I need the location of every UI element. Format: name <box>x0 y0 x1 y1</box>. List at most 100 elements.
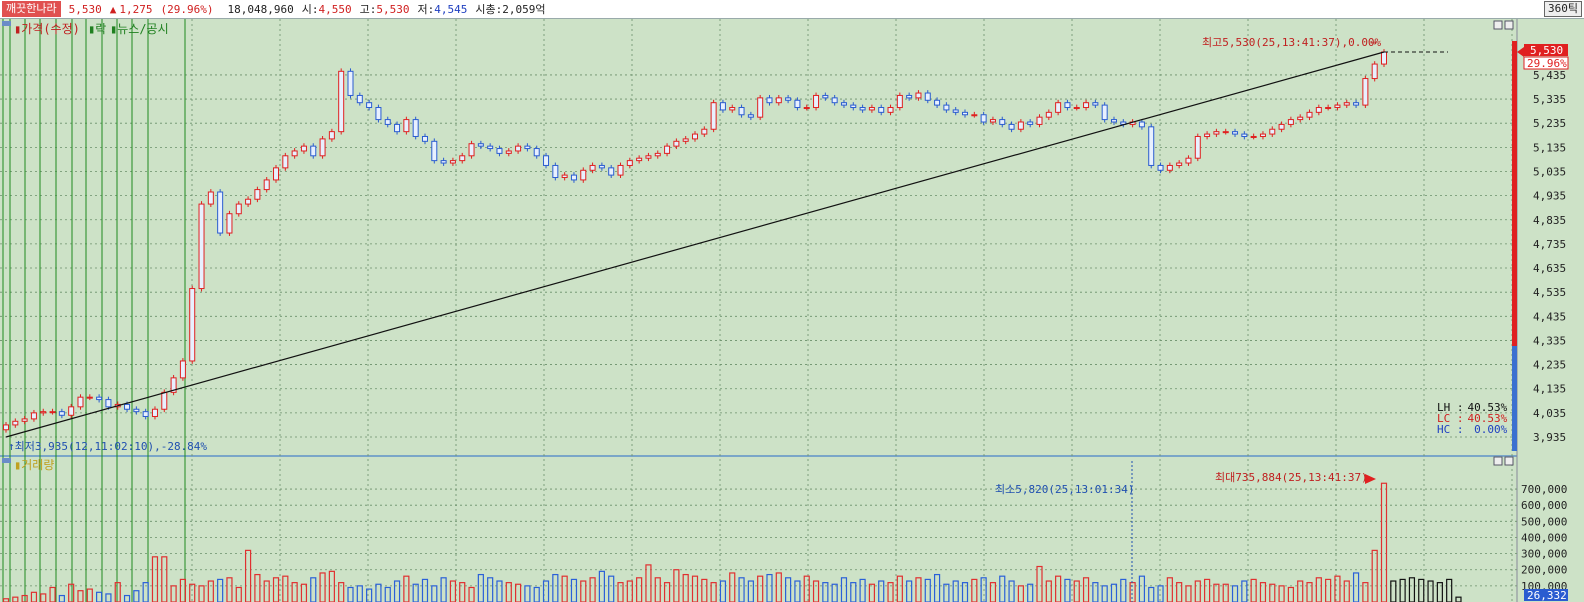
volume-bar <box>30 591 38 602</box>
volume-minimize-button[interactable] <box>1493 456 1503 466</box>
candle-body <box>338 70 345 133</box>
volume-bar <box>1073 580 1080 602</box>
candle-body <box>626 160 633 166</box>
price-tick-label: 4,135 <box>1533 383 1566 396</box>
candle-body <box>859 107 866 111</box>
candle-body <box>161 391 168 410</box>
candle-body <box>794 99 801 109</box>
candle-body <box>570 174 577 181</box>
candle-body <box>533 148 540 157</box>
candle-body <box>21 418 28 422</box>
candle-body <box>226 213 233 234</box>
candle-body <box>77 396 84 408</box>
candle-body <box>487 145 494 150</box>
volume-bar <box>1241 580 1248 602</box>
candle-body <box>719 102 726 111</box>
volume-bar <box>96 591 103 602</box>
volume-bar <box>775 572 782 602</box>
candle-body <box>49 411 56 414</box>
candle-body <box>394 123 401 133</box>
candle-body <box>692 133 698 140</box>
candle-body <box>207 191 214 205</box>
panel-close-button[interactable] <box>1504 20 1514 30</box>
candle-body <box>1110 119 1117 123</box>
stat-hc: HC : 0.00% <box>1437 423 1508 436</box>
candle-body <box>151 408 158 417</box>
volume-bar <box>40 593 47 602</box>
candle-body <box>198 203 205 290</box>
price-tick-label: 4,435 <box>1533 310 1566 323</box>
panel-toggle-icon[interactable] <box>2 21 11 26</box>
volume-bar <box>328 570 335 602</box>
mcap-label: 시총: <box>475 3 503 16</box>
candle-body <box>421 135 428 142</box>
candle-body <box>12 420 19 426</box>
volume-bar <box>1008 580 1015 602</box>
volume-bar <box>794 580 801 602</box>
volume-bar <box>663 582 671 602</box>
header-bar: 깨끗한나라 5,530 ▲ 1,275 (29.96%) 18,048,960 … <box>0 0 1584 19</box>
volume-bar <box>1045 580 1052 602</box>
volume-bar <box>1176 582 1183 602</box>
candle-body <box>598 164 605 169</box>
candle-body <box>1325 107 1332 110</box>
candle-body <box>1381 51 1387 65</box>
candle-body <box>1250 135 1257 138</box>
price-range-bar-up <box>1512 41 1517 346</box>
candle-body <box>1297 116 1304 121</box>
candle-body <box>431 140 438 162</box>
min-volume-annotation: 최소5,820(25,13:01:34) <box>995 483 1134 496</box>
candle-body <box>980 114 987 123</box>
chart-area[interactable]: ▮가격(수정) ▮락 ▮뉴스/공시 ▮거래량 최고5,530(25,13:41:… <box>0 19 1584 602</box>
stock-name[interactable]: 깨끗한나라 <box>2 1 61 17</box>
candle-body <box>552 164 559 179</box>
candle-body <box>822 94 829 99</box>
price-tick-label: 4,035 <box>1533 407 1566 420</box>
volume-bar <box>505 582 512 602</box>
candle-body <box>952 109 959 113</box>
candle-body <box>1194 135 1201 159</box>
candle-body <box>235 203 242 215</box>
volume-close-button[interactable] <box>1504 456 1514 466</box>
volume-bar <box>1362 582 1369 602</box>
candle-body <box>291 150 298 157</box>
volume-bar <box>673 569 680 602</box>
candle-body <box>1232 131 1239 135</box>
volume-bar <box>850 582 857 602</box>
candle-body <box>887 107 894 113</box>
candle-body <box>580 169 587 181</box>
candle-body <box>775 97 782 104</box>
candle-body <box>1241 133 1248 137</box>
candle-body <box>766 97 773 104</box>
volume-bar <box>393 580 401 602</box>
y-axis-bg <box>1517 19 1584 602</box>
volume-panel-toggle-icon[interactable] <box>2 458 11 463</box>
price-tick-label: 4,535 <box>1533 286 1566 299</box>
candle-body <box>1101 104 1108 121</box>
volume-axis: 700,000 600,000 500,000 400,000 300,000 200,0… <box>1521 483 1567 593</box>
panel-minimize-button[interactable] <box>1493 20 1503 30</box>
trend-line[interactable] <box>5 51 1385 438</box>
candle-body <box>924 92 931 101</box>
period-button[interactable]: 360틱 <box>1544 1 1582 17</box>
volume-bar <box>1380 482 1388 602</box>
price-tick-label: 4,335 <box>1533 334 1566 347</box>
volume-bar <box>21 594 28 602</box>
volume-bar <box>580 580 587 602</box>
candle-body <box>133 408 140 413</box>
volume-tick-label: 400,000 <box>1521 531 1567 544</box>
candle-body <box>868 107 875 111</box>
min-price-annotation: ↑최저3,935(12,11:02:10),-28.84% <box>8 440 207 453</box>
candle-body <box>738 107 745 116</box>
candle-body <box>1222 131 1229 134</box>
panel-divider[interactable] <box>0 455 1517 457</box>
volume-bar <box>747 580 754 602</box>
volume-bar <box>1269 583 1276 602</box>
price-tick-label: 5,235 <box>1533 117 1566 130</box>
candle-body <box>1185 157 1192 164</box>
volume-tick-label: 700,000 <box>1521 483 1567 496</box>
candle-body <box>505 150 512 154</box>
volume-bar <box>887 582 894 602</box>
candle-body <box>1278 123 1285 130</box>
rak-marker-lines <box>2 19 186 602</box>
